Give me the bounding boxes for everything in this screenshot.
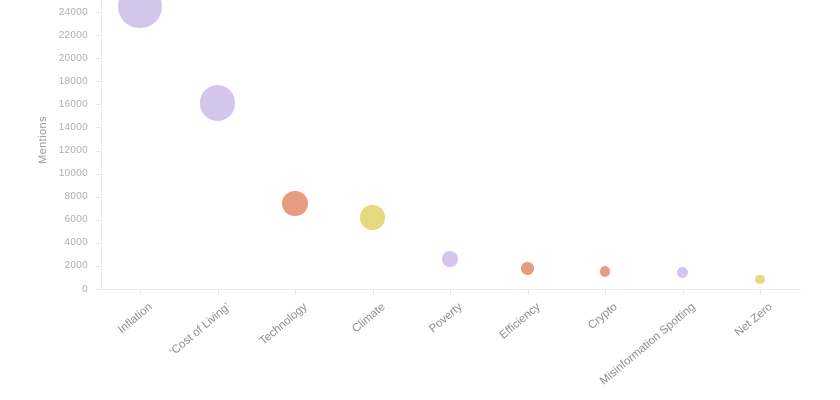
bubble-misinformation-spotting[interactable] — [677, 267, 688, 279]
y-tick-label: 16000 — [58, 98, 88, 110]
bubble-crypto[interactable] — [599, 266, 611, 277]
y-tick-label: 6000 — [64, 214, 88, 226]
bubble-cost-of-living[interactable] — [199, 85, 236, 121]
y-tick-label: 10000 — [58, 168, 88, 180]
y-tick-mark — [96, 35, 102, 37]
x-tick-mark — [372, 290, 374, 295]
x-tick-mark — [760, 290, 761, 295]
y-tick-label: 2000 — [64, 260, 88, 272]
y-tick-mark — [96, 81, 102, 83]
x-tick-mark — [450, 290, 451, 295]
y-tick-label: 14000 — [58, 121, 88, 133]
y-tick-label: 22000 — [58, 29, 88, 41]
bubble-technology[interactable] — [282, 190, 308, 217]
y-tick-mark — [96, 242, 102, 244]
bubble-poverty[interactable] — [442, 251, 458, 267]
y-tick-label: 12000 — [58, 145, 88, 156]
bubble-efficiency[interactable] — [521, 261, 534, 275]
y-tick-label: 24000 — [58, 6, 88, 18]
y-tick-label: 18000 — [58, 75, 88, 87]
y-tick-mark — [96, 104, 102, 106]
y-tick-mark — [96, 196, 102, 198]
y-tick-mark — [96, 219, 102, 221]
x-axis-line — [101, 289, 801, 290]
x-tick-mark — [140, 290, 141, 295]
x-tick-mark — [682, 290, 684, 295]
y-tick-label: 4000 — [64, 237, 88, 249]
y-tick-label: 0 — [82, 283, 88, 295]
x-tick-mark — [527, 290, 529, 295]
y-tick-label: 8000 — [64, 191, 88, 203]
x-tick-mark — [295, 290, 296, 295]
bubble-net-zero[interactable] — [755, 275, 765, 285]
y-tick-mark — [96, 127, 102, 129]
y-tick-mark — [96, 173, 102, 175]
y-tick-mark — [96, 150, 102, 152]
y-tick-mark — [96, 58, 102, 60]
x-tick-mark — [605, 290, 606, 295]
y-tick-label: 20000 — [58, 52, 88, 64]
bubble-climate[interactable] — [360, 205, 385, 230]
y-tick-mark — [96, 12, 102, 13]
y-tick-mark — [96, 265, 102, 267]
x-tick-mark — [217, 290, 219, 295]
bubble-inflation[interactable] — [118, 0, 162, 28]
y-axis-line — [101, 0, 102, 290]
y-tick-mark — [96, 289, 102, 290]
